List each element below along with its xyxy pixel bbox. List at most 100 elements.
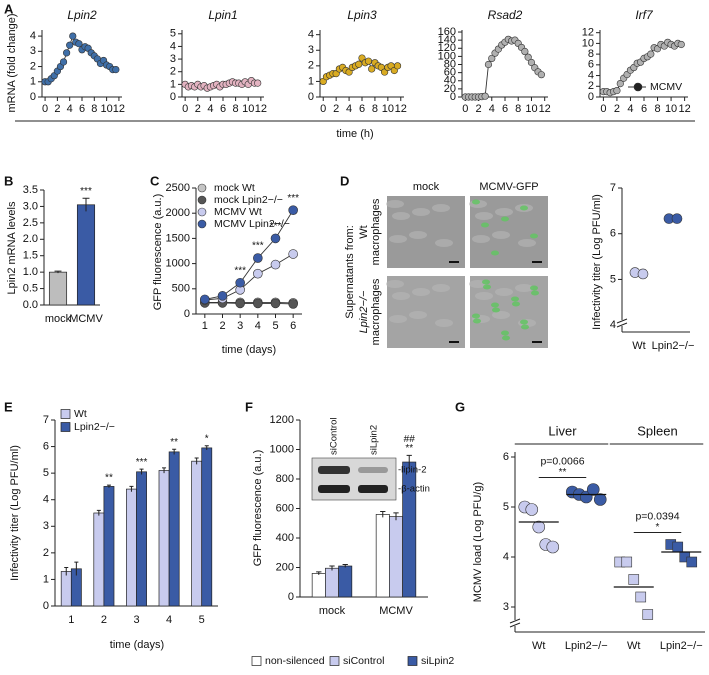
significance: *** — [287, 193, 299, 204]
legend-swatch — [407, 656, 418, 666]
band-label: -lipin-2 — [398, 465, 427, 476]
axis-break — [616, 318, 628, 328]
error-bar — [393, 512, 399, 521]
x-tick-label: 8 — [654, 103, 660, 115]
image-row-label: macrophages — [370, 198, 382, 265]
x-tick-label: 10 — [100, 103, 112, 115]
bar — [126, 488, 137, 607]
cell-texture — [432, 284, 450, 292]
legend-label: non-silenced — [265, 655, 325, 667]
cell-texture — [475, 212, 493, 220]
y-tick-label: 1 — [30, 76, 36, 88]
data-point — [235, 277, 245, 288]
gfp-signal — [491, 250, 499, 256]
data-point — [628, 574, 640, 585]
y-tick-label: 1000 — [270, 443, 294, 455]
cell-texture — [386, 200, 404, 208]
micrograph — [470, 196, 548, 268]
y-axis-label: Infectivity titer (Log PFU/ml) — [591, 194, 603, 330]
error-bar — [204, 445, 209, 451]
y-tick-label: 0.0 — [23, 299, 38, 311]
x-axis-label: time (days) — [222, 344, 276, 356]
legend-label: siControl — [343, 655, 384, 667]
bar — [389, 516, 403, 598]
cell-texture — [475, 292, 493, 300]
gfp-signal — [511, 296, 519, 302]
panel-letter: G — [455, 399, 465, 414]
cell-texture — [409, 231, 427, 239]
bar — [60, 571, 72, 607]
y-tick-label: 2.5 — [23, 217, 38, 229]
cell-texture — [495, 288, 513, 296]
y-tick-label: 120 — [438, 42, 456, 54]
x-tick-label: 10 — [665, 103, 677, 115]
data-point — [66, 41, 74, 49]
cell-texture — [392, 212, 410, 220]
bar — [325, 567, 339, 598]
significance: *** — [270, 221, 282, 232]
x-tick-label: 6 — [359, 103, 365, 115]
y-tick-label: 5 — [43, 467, 49, 479]
y-tick-label: 3.0 — [23, 200, 38, 212]
data-point — [532, 520, 546, 534]
legend-marker — [197, 183, 207, 193]
legend-label: Wt — [74, 408, 87, 420]
x-tick-label: 12 — [395, 103, 407, 115]
x-tick-label: Wt — [532, 640, 545, 652]
cell-texture — [389, 235, 407, 243]
y-tick-label: 2.0 — [23, 233, 38, 245]
data-point — [63, 49, 71, 57]
y-tick-label: 4 — [170, 40, 176, 52]
panel-letter: F — [245, 399, 253, 414]
band — [318, 466, 350, 474]
gfp-signal — [472, 199, 480, 205]
chart-title: Rsad2 — [488, 8, 523, 22]
data-point — [546, 540, 560, 554]
band — [358, 485, 388, 493]
y-axis-label: Lpin2 mRNA levels — [6, 201, 18, 294]
data-point — [677, 40, 685, 49]
x-tick-label: 12 — [539, 103, 551, 115]
x-tick-label: 2 — [195, 103, 201, 115]
legend-swatch — [329, 656, 340, 666]
significance: ** — [405, 443, 413, 454]
y-tick-label: 12 — [582, 27, 594, 39]
legend-label: MCMV — [650, 81, 682, 93]
y-tick-label: 2 — [308, 60, 314, 72]
x-tick-label: 0 — [320, 103, 326, 115]
data-point — [270, 233, 281, 244]
y-axis-label: GFP fluorescence (a.u.) — [252, 450, 264, 567]
y-axis-label: MCMV load (Log PFU/g) — [472, 482, 484, 602]
bar — [48, 271, 68, 306]
y-tick-label: 140 — [438, 34, 456, 46]
x-tick-label: 0 — [182, 103, 188, 115]
data-point — [69, 32, 77, 40]
gfp-signal — [501, 330, 509, 336]
legend-swatch — [60, 422, 71, 432]
error-bar — [82, 197, 90, 212]
legend-label: siLpin2 — [421, 655, 454, 667]
data-point — [217, 291, 228, 301]
y-tick-label: 200 — [276, 561, 294, 573]
gfp-signal — [521, 324, 529, 330]
x-tick-label: mock — [319, 605, 346, 617]
y-tick-label: 6 — [588, 59, 594, 71]
y-tick-label: 4 — [30, 30, 36, 42]
cell-texture — [409, 311, 427, 319]
y-tick-label: 3 — [308, 44, 314, 56]
x-tick-label: 3 — [237, 320, 243, 332]
cell-texture — [492, 311, 510, 319]
y-tick-label: 5 — [503, 501, 509, 513]
bar — [311, 573, 326, 598]
legend-marker — [197, 219, 207, 229]
gfp-signal — [492, 307, 500, 313]
legend-marker — [197, 195, 207, 205]
x-tick-label: 1 — [68, 614, 74, 626]
data-point — [355, 60, 363, 68]
data-point — [254, 79, 262, 87]
error-bar — [172, 448, 177, 455]
y-tick-label: 0 — [450, 91, 456, 103]
y-tick-label: 2 — [170, 66, 176, 78]
y-tick-label: 500 — [172, 283, 190, 295]
data-point — [270, 298, 281, 309]
